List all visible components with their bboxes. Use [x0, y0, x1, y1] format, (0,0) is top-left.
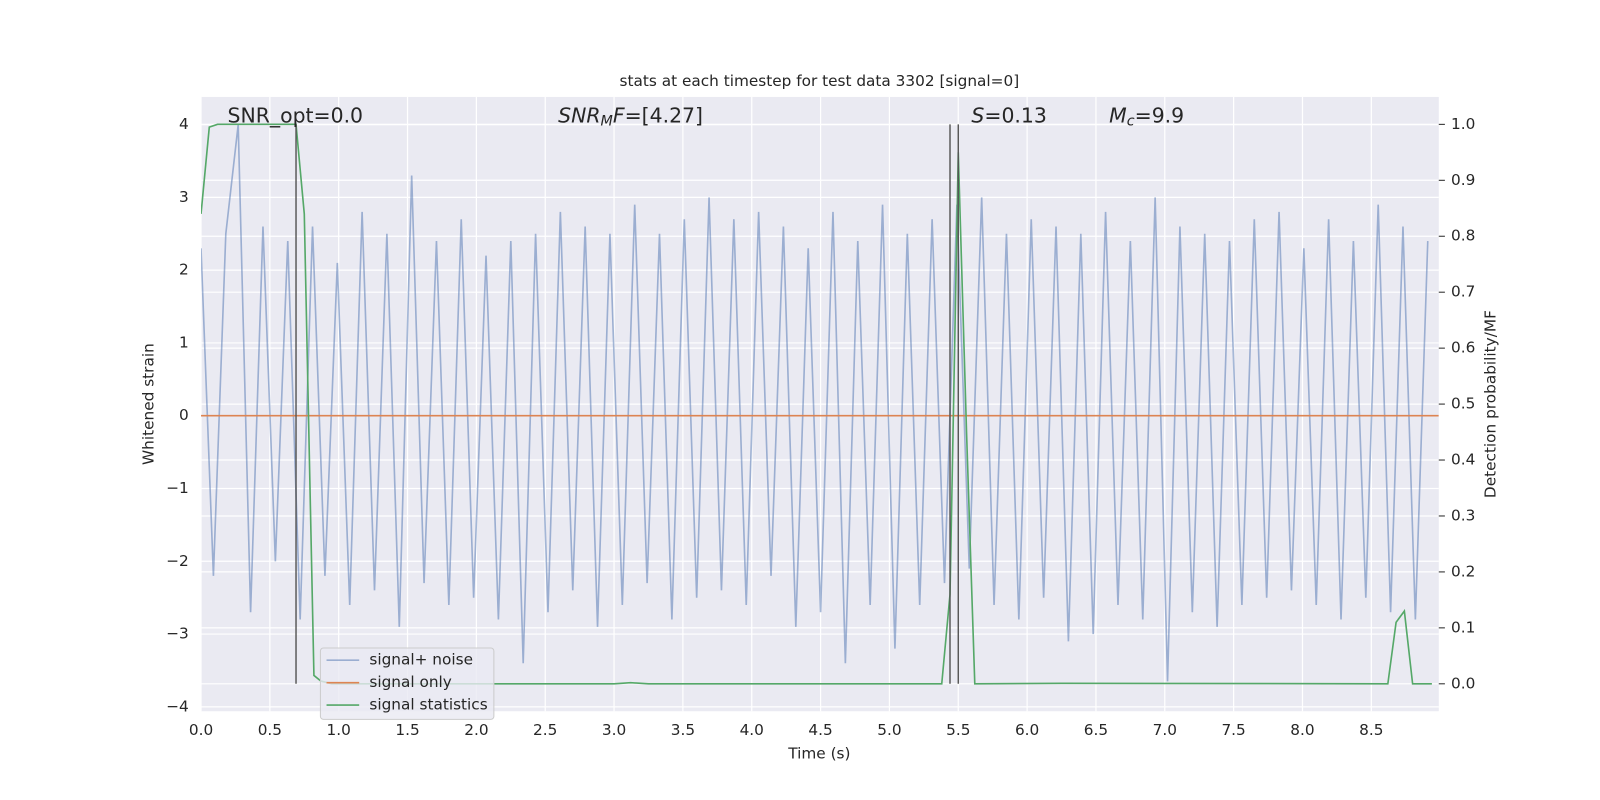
- x-tick-label: 4.0: [740, 721, 764, 739]
- y-tick-label: −2: [166, 552, 189, 570]
- chart-title: stats at each timestep for test data 330…: [620, 72, 1020, 90]
- annotation: SNRMF=[4.27]: [558, 103, 703, 129]
- y-tick-label: 4: [179, 115, 189, 133]
- y2-tick-label: 0.0: [1451, 674, 1475, 692]
- annotation-part: S: [971, 103, 984, 127]
- y2-tick-label: 0.9: [1451, 171, 1475, 189]
- y-tick-label: 2: [179, 261, 189, 279]
- legend-label: signal+ noise: [369, 651, 473, 669]
- y2-axis-label: Detection probability/MF: [1481, 310, 1499, 498]
- x-tick-label: 0.0: [189, 721, 213, 739]
- annotation-part: SNR_opt=0.0: [228, 103, 364, 128]
- series-line: [201, 124, 1429, 682]
- annotation-part: SNR: [558, 103, 600, 127]
- annotation-part: =0.13: [984, 103, 1047, 127]
- annotation-part: =9.9: [1135, 103, 1185, 127]
- x-tick-label: 7.0: [1153, 721, 1177, 739]
- x-tick-label: 2.5: [533, 721, 557, 739]
- annotation: SNR_opt=0.0: [228, 103, 364, 128]
- annotation: Mc=9.9: [1109, 103, 1184, 129]
- y2-tick-label: 1.0: [1451, 115, 1475, 133]
- x-tick-label: 8.0: [1290, 721, 1314, 739]
- annotation-part: F: [613, 103, 625, 127]
- legend-label: signal statistics: [369, 696, 487, 714]
- x-tick-label: 3.5: [671, 721, 695, 739]
- y-tick-label: 0: [179, 406, 189, 424]
- y2-tick-label: 0.8: [1451, 227, 1475, 245]
- y2-tick-label: 0.3: [1451, 506, 1475, 524]
- y2-tick-label: 0.4: [1451, 451, 1475, 469]
- x-axis-label: Time (s): [787, 745, 850, 763]
- x-tick-label: 3.0: [602, 721, 626, 739]
- x-tick-label: 5.0: [877, 721, 901, 739]
- y2-tick-label: 0.2: [1451, 562, 1475, 580]
- y2-tick-label: 0.1: [1451, 618, 1475, 636]
- y-axis-label: Whitened strain: [139, 343, 157, 465]
- annotation-part: c: [1127, 113, 1135, 129]
- y-tick-label: 3: [179, 188, 189, 206]
- x-tick-label: 7.5: [1221, 721, 1245, 739]
- x-tick-label: 4.5: [808, 721, 832, 739]
- annotation-part: M: [1109, 103, 1127, 127]
- legend-label: signal only: [369, 673, 451, 691]
- x-tick-label: 0.5: [258, 721, 282, 739]
- y-tick-label: −1: [166, 479, 189, 497]
- x-tick-label: 1.5: [395, 721, 419, 739]
- plot-area: [201, 123, 1439, 685]
- y-tick-label: −4: [166, 697, 189, 715]
- x-tick-label: 5.5: [946, 721, 970, 739]
- legend-box: [319, 647, 495, 720]
- y2-tick-label: 0.5: [1451, 395, 1475, 413]
- series-line: [201, 123, 1432, 685]
- x-tick-label: 6.5: [1084, 721, 1108, 739]
- x-tick-label: 6.0: [1015, 721, 1039, 739]
- y2-tick-label: 0.6: [1451, 339, 1475, 357]
- y-tick-label: 1: [179, 333, 189, 351]
- y2-tick-label: 0.7: [1451, 283, 1475, 301]
- x-tick-label: 8.5: [1359, 721, 1383, 739]
- annotation: S=0.13: [971, 103, 1046, 127]
- x-tick-label: 1.0: [327, 721, 351, 739]
- y-tick-label: −3: [166, 625, 189, 643]
- annotation-part: M: [601, 113, 613, 129]
- x-tick-label: 2.0: [464, 721, 488, 739]
- annotation-part: =[4.27]: [625, 103, 703, 127]
